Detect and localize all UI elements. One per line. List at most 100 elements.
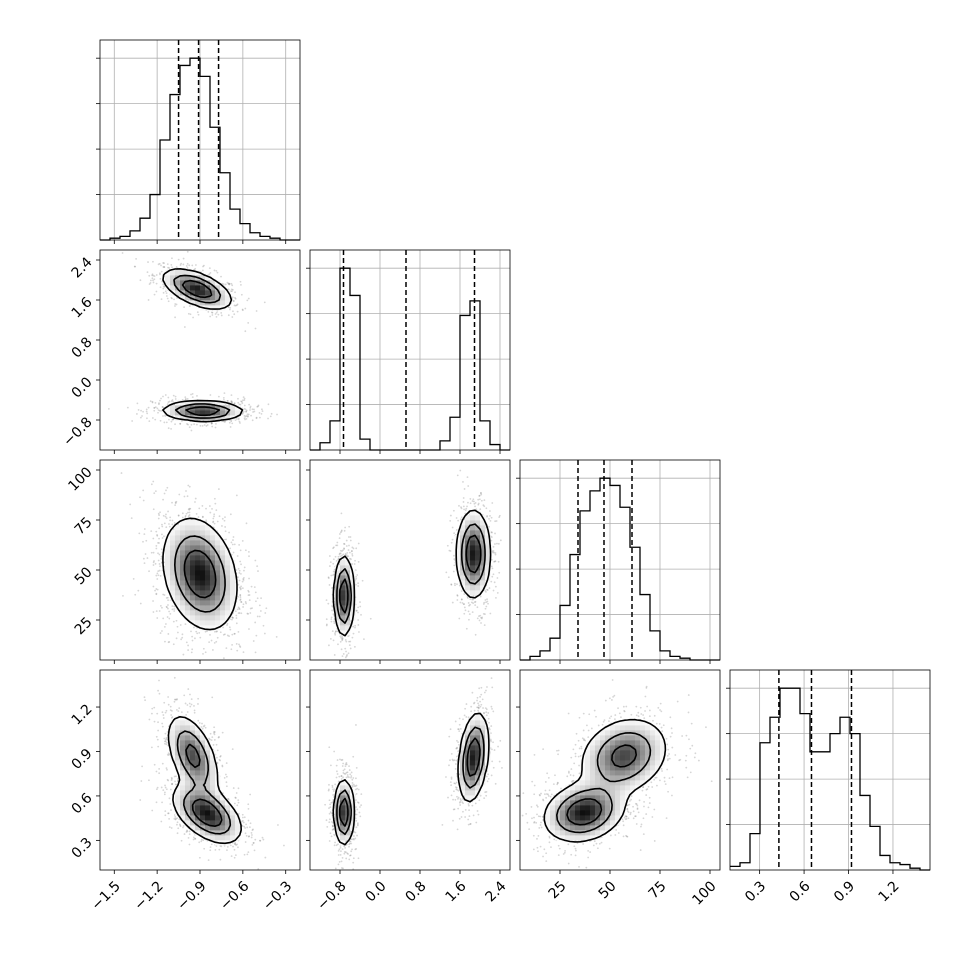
density-cell xyxy=(165,565,171,571)
sample-point xyxy=(164,740,167,743)
sample-point xyxy=(467,485,470,487)
sample-point xyxy=(232,617,234,619)
density-cell xyxy=(480,580,486,586)
sample-point xyxy=(243,399,246,402)
sample-point xyxy=(242,606,244,608)
sample-point xyxy=(221,764,224,767)
sample-point xyxy=(211,314,214,316)
sample-point xyxy=(244,307,247,310)
sample-point xyxy=(146,417,148,420)
sample-point xyxy=(257,404,260,407)
sample-point xyxy=(238,544,241,546)
sample-point xyxy=(166,606,168,609)
sample-point xyxy=(237,417,240,420)
sample-point xyxy=(474,604,477,607)
plot-area xyxy=(107,250,278,432)
sample-point xyxy=(352,547,355,550)
sample-point xyxy=(171,501,173,504)
sample-point xyxy=(154,562,157,565)
sample-point xyxy=(166,596,169,599)
sample-point xyxy=(159,399,161,402)
sample-point xyxy=(498,516,501,519)
sample-point xyxy=(477,502,480,505)
sample-point xyxy=(159,273,161,276)
sample-point xyxy=(327,576,330,579)
sample-point xyxy=(350,558,352,561)
sample-point xyxy=(255,417,258,420)
sample-point xyxy=(234,296,236,299)
sample-point xyxy=(253,410,256,413)
sample-point xyxy=(463,603,465,605)
density-cell xyxy=(170,535,176,541)
density-cell xyxy=(335,565,341,571)
sample-point xyxy=(171,519,174,522)
sample-point xyxy=(162,498,164,501)
sample-point xyxy=(216,630,218,633)
density-cell xyxy=(180,570,186,576)
sample-point xyxy=(493,560,495,563)
sample-point xyxy=(333,654,336,656)
density-cell xyxy=(190,570,196,576)
sample-point xyxy=(155,530,158,533)
sample-point xyxy=(171,716,174,718)
density-cell xyxy=(205,615,211,621)
sample-point xyxy=(329,561,332,563)
sample-point xyxy=(253,586,256,589)
sample-point xyxy=(170,400,173,403)
sample-point xyxy=(171,605,174,608)
density-cell xyxy=(170,530,176,536)
density-cell xyxy=(460,555,466,561)
sample-point xyxy=(201,424,204,427)
sample-point xyxy=(161,762,164,765)
sample-point xyxy=(240,283,242,286)
sample-point xyxy=(446,544,449,547)
density-cell xyxy=(470,520,476,526)
sample-point xyxy=(265,607,268,610)
sample-point xyxy=(239,646,242,648)
sample-point xyxy=(340,512,343,515)
sample-point xyxy=(239,599,242,602)
density-cell xyxy=(190,605,196,611)
sample-point xyxy=(332,546,335,549)
sample-point xyxy=(191,648,194,651)
sample-point xyxy=(237,612,240,615)
sample-point xyxy=(198,631,201,634)
sample-point xyxy=(222,396,225,399)
sample-point xyxy=(203,660,205,662)
density-cell xyxy=(470,530,476,536)
density-cell xyxy=(185,585,191,591)
density-cell xyxy=(455,540,461,546)
density-cell xyxy=(220,410,226,416)
sample-point xyxy=(185,512,188,515)
sample-point xyxy=(357,542,360,545)
sample-point xyxy=(239,422,241,424)
density-cell xyxy=(220,600,226,606)
sample-point xyxy=(469,598,472,601)
sample-point xyxy=(235,304,238,307)
density-cell xyxy=(475,515,481,521)
sample-point xyxy=(107,407,110,410)
sample-point xyxy=(158,527,161,530)
sample-point xyxy=(349,647,352,650)
density-cell xyxy=(460,570,466,576)
density-cell xyxy=(185,525,191,531)
sample-point xyxy=(498,514,501,517)
sample-point xyxy=(335,559,338,562)
sample-point xyxy=(352,632,355,635)
sample-point xyxy=(139,416,142,419)
sample-point xyxy=(156,533,158,536)
density-cell xyxy=(215,590,221,596)
sample-point xyxy=(489,515,491,517)
density-cell xyxy=(475,585,481,591)
sample-point xyxy=(236,649,239,652)
sample-point xyxy=(235,622,238,625)
sample-point xyxy=(341,635,344,638)
sample-point xyxy=(463,488,466,490)
density-cell xyxy=(185,530,191,536)
density-cell xyxy=(190,615,196,621)
sample-point xyxy=(458,504,460,507)
sample-point xyxy=(341,638,343,640)
density-cell xyxy=(200,535,206,541)
sample-point xyxy=(236,310,239,313)
sample-point xyxy=(225,775,228,778)
